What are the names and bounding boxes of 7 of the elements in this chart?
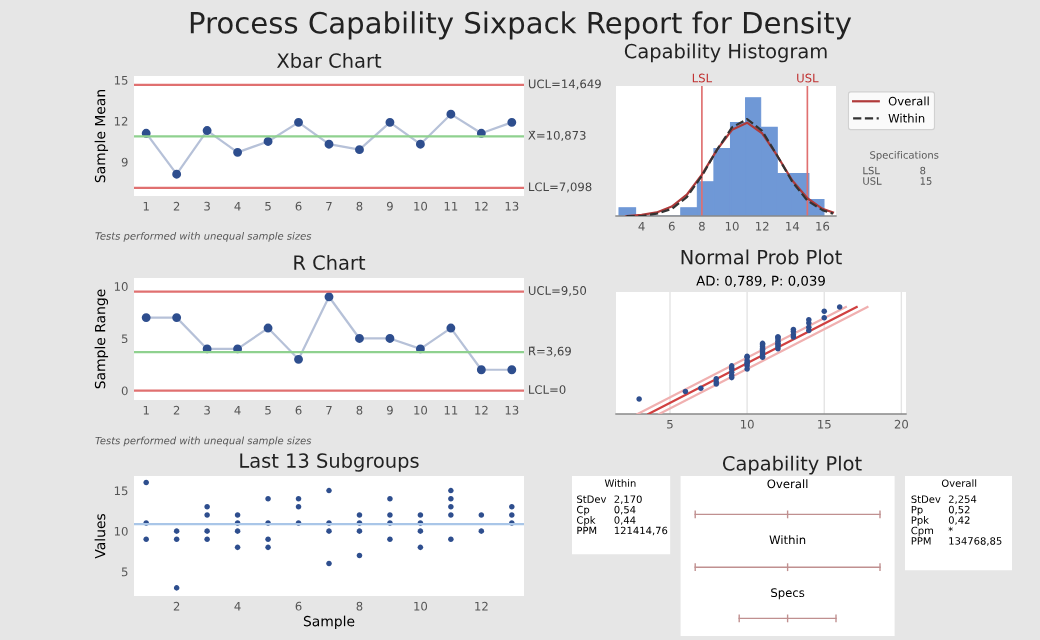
chart-title: Normal Prob Plot bbox=[681, 249, 842, 265]
chart-title: R Chart bbox=[294, 254, 366, 270]
chart-title: Last 13 Subgroups bbox=[240, 452, 419, 472]
chart-title: Capability Histogram bbox=[624, 43, 827, 63]
text: Process Capability Sixpack Report for Density bbox=[190, 11, 852, 40]
text: Capability Plot bbox=[722, 455, 862, 475]
chart-title: Xbar Chart bbox=[276, 52, 382, 68]
